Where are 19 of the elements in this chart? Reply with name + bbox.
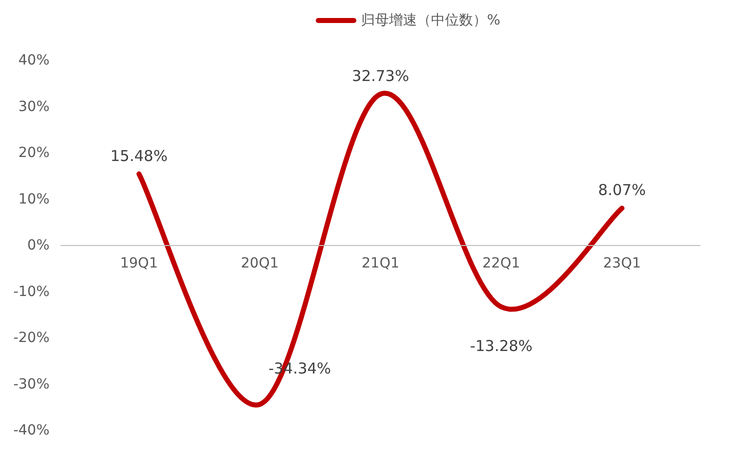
data-label: 15.48%: [110, 146, 168, 165]
data-label: 32.73%: [352, 67, 410, 86]
y-tick-label: 0%: [27, 238, 50, 254]
x-tick-label: 19Q1: [120, 256, 158, 272]
x-tick-label: 20Q1: [240, 256, 279, 272]
y-tick-label: -10%: [13, 284, 50, 300]
data-label: 8.07%: [598, 181, 646, 200]
y-tick-label: -20%: [13, 330, 50, 346]
y-tick-label: -30%: [13, 376, 50, 392]
y-tick-label: 40%: [18, 52, 50, 68]
x-tick-label: 23Q1: [603, 256, 641, 272]
y-tick-label: -40%: [13, 422, 50, 438]
y-tick-label: 10%: [18, 191, 50, 208]
x-tick-label: 22Q1: [482, 256, 520, 272]
data-label: -13.28%: [470, 336, 533, 355]
y-tick-label: 20%: [18, 145, 50, 161]
y-tick-label: 30%: [18, 98, 50, 115]
x-tick-label: 21Q1: [362, 256, 400, 272]
legend-label: 归母增速（中位数）%: [360, 12, 500, 28]
